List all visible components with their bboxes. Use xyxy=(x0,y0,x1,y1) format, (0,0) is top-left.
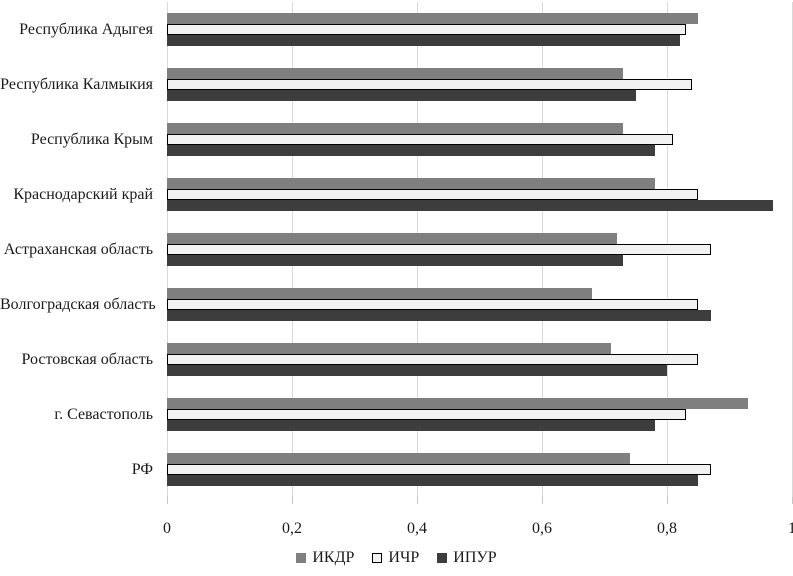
category-label: Республика Крым xyxy=(30,130,153,148)
bar-ИЧР xyxy=(167,244,711,255)
bar-ИКДР xyxy=(167,453,630,464)
legend-item-ИКДР: ИКДР xyxy=(296,549,354,567)
bar-ИКДР xyxy=(167,343,611,354)
x-tick-mark xyxy=(167,497,168,504)
x-tick-label: 0,2 xyxy=(282,520,302,537)
bar-ИЧР xyxy=(167,189,698,200)
legend-item-ИПУР: ИПУР xyxy=(437,549,497,567)
bar-ИПУР xyxy=(167,475,698,486)
bar-ИКДР xyxy=(167,178,655,189)
bar-ИПУР xyxy=(167,35,680,46)
category-label: РФ xyxy=(131,460,153,478)
category-label: г. Севастополь xyxy=(54,405,153,423)
bar-ИПУР xyxy=(167,90,636,101)
bar-ИЧР xyxy=(167,299,698,310)
category-label: Астраханская область xyxy=(3,240,153,258)
bar-ИПУР xyxy=(167,145,655,156)
x-tick-label: 0,4 xyxy=(407,520,427,537)
bar-ИЧР xyxy=(167,354,698,365)
legend-label: ИПУР xyxy=(453,549,497,566)
legend: ИКДР ИЧР ИПУР xyxy=(0,549,793,567)
category-label: Республика Калмыкия xyxy=(0,75,153,93)
x-tick-label: 1 xyxy=(788,520,793,537)
bar-ИКДР xyxy=(167,398,748,409)
legend-swatch-icon xyxy=(296,553,307,563)
x-tick-mark xyxy=(542,497,543,504)
x-tick-mark xyxy=(292,497,293,504)
bar-ИПУР xyxy=(167,310,711,321)
legend-swatch-icon xyxy=(437,553,448,563)
bar-ИКДР xyxy=(167,233,617,244)
bar-ИПУР xyxy=(167,420,655,431)
bar-ИКДР xyxy=(167,13,698,24)
bar-ИЧР xyxy=(167,464,711,475)
legend-label: ИКДР xyxy=(312,549,355,566)
legend-swatch-icon xyxy=(372,553,383,563)
x-tick-label: 0 xyxy=(163,520,171,537)
category-label: Ростовская область xyxy=(21,350,153,368)
bar-ИЧР xyxy=(167,134,673,145)
bar-ИЧР xyxy=(167,409,686,420)
bar-ИКДР xyxy=(167,288,592,299)
bar-ИПУР xyxy=(167,365,667,376)
x-tick-mark xyxy=(417,497,418,504)
bar-ИЧР xyxy=(167,24,686,35)
x-tick-label: 0,8 xyxy=(657,520,677,537)
bar-ИКДР xyxy=(167,123,623,134)
bar-ИКДР xyxy=(167,68,623,79)
category-label: Волгоградская область xyxy=(0,295,156,313)
category-label: Республика Адыгея xyxy=(19,20,153,38)
legend-item-ИЧР: ИЧР xyxy=(372,549,419,567)
bar-ИПУР xyxy=(167,200,773,211)
legend-label: ИЧР xyxy=(388,549,420,566)
x-tick-mark xyxy=(667,497,668,504)
bar-ИПУР xyxy=(167,255,623,266)
bar-ИЧР xyxy=(167,79,692,90)
x-tick-label: 0,6 xyxy=(532,520,552,537)
category-label: Краснодарский край xyxy=(13,185,153,203)
